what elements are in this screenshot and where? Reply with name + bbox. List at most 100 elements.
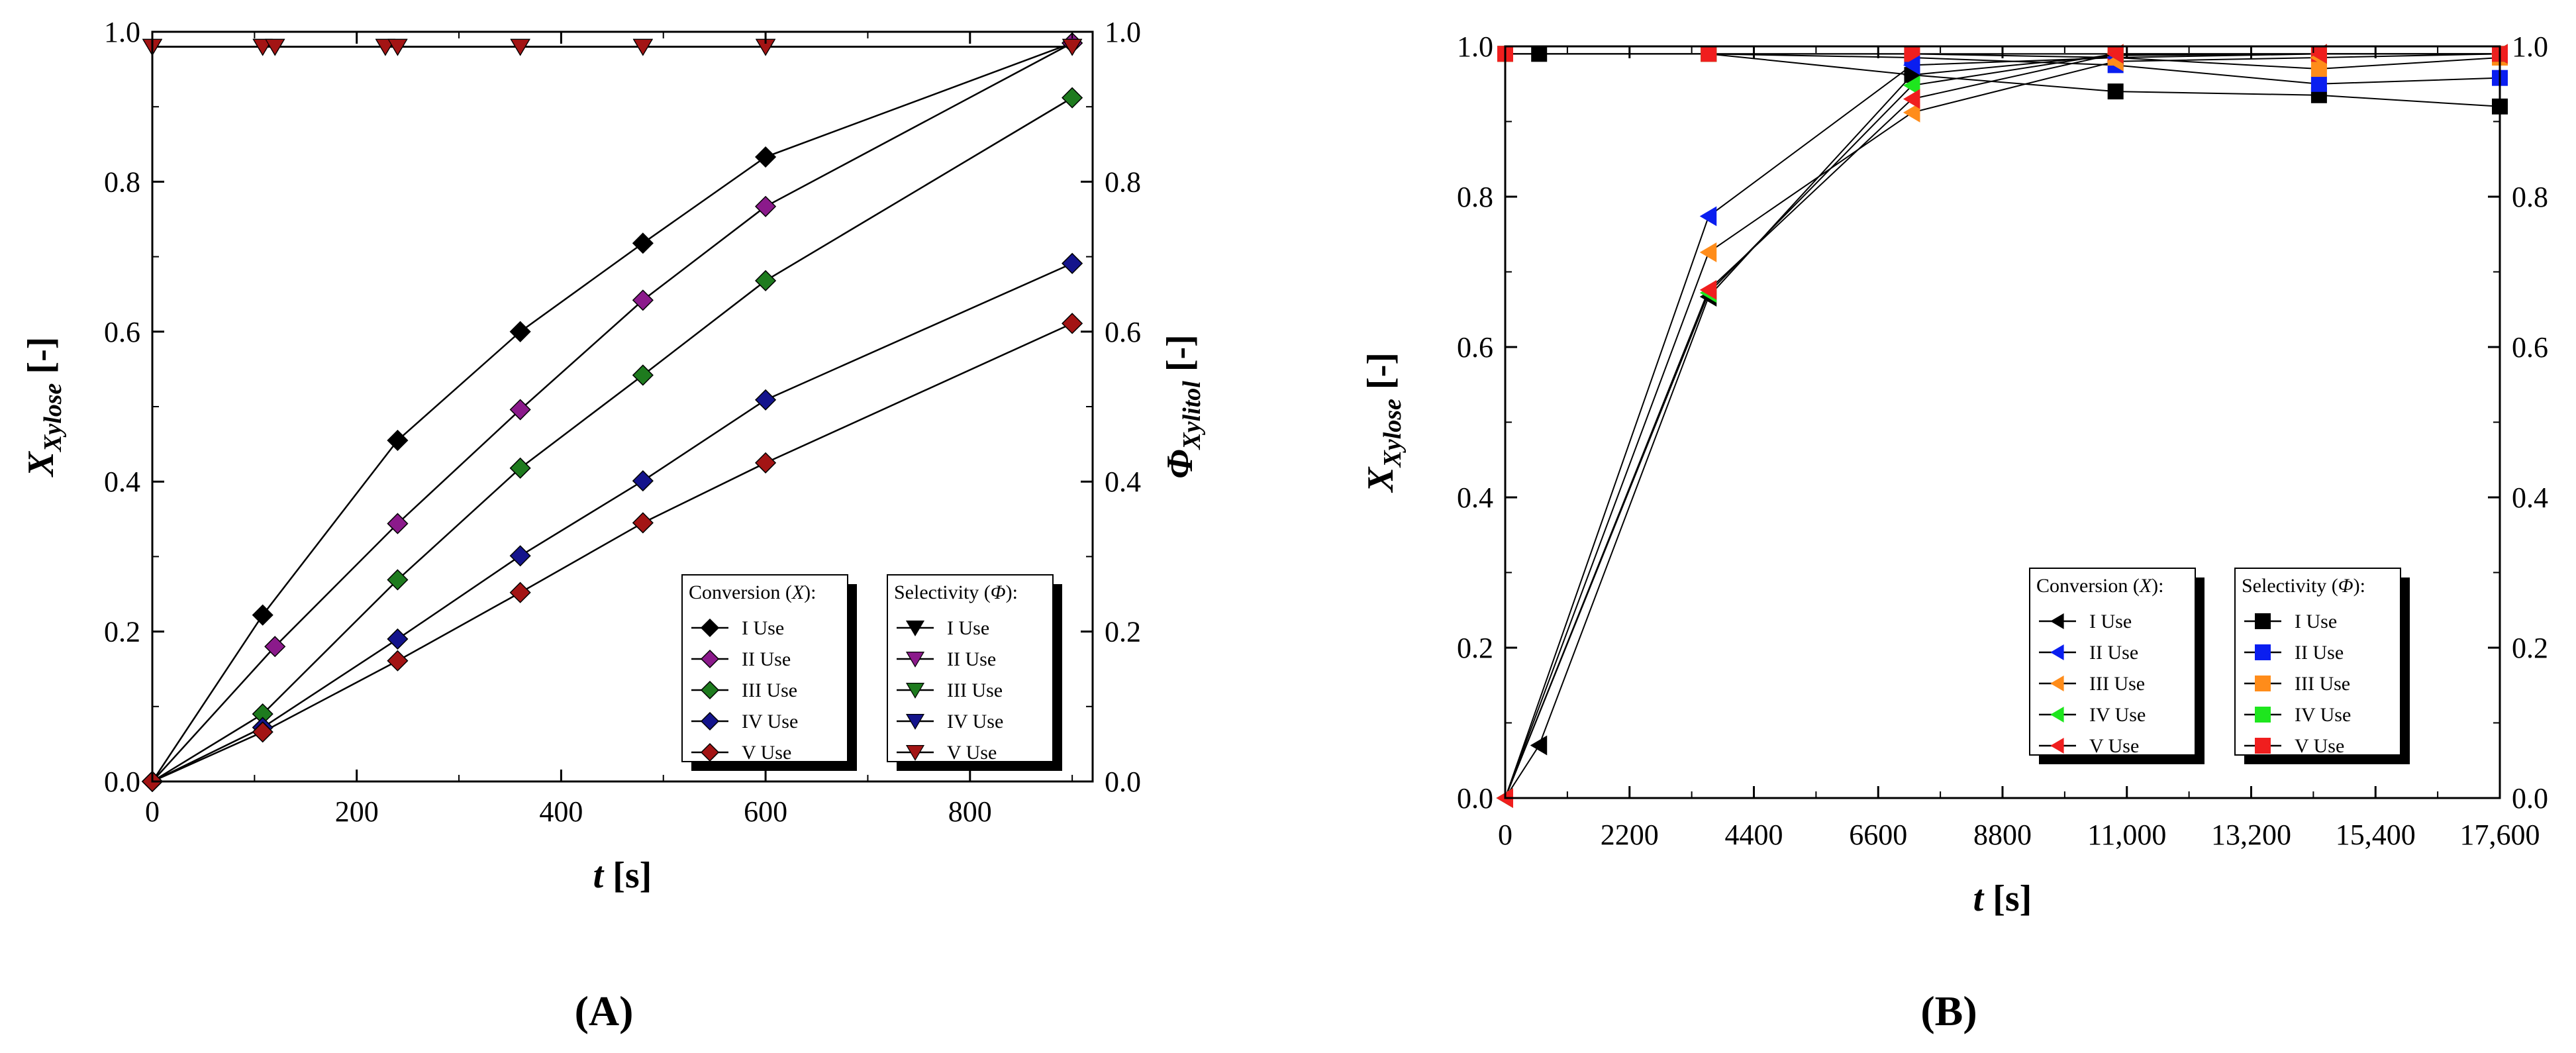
legend-marker (905, 713, 925, 730)
legend-label: IV Use (2089, 704, 2146, 726)
legend-label: IV Use (742, 711, 798, 732)
conversion-point (632, 364, 654, 386)
conversion-line (1505, 53, 2501, 799)
y-tick-label-right: 0.8 (2512, 181, 2548, 213)
selectivity-point (2107, 83, 2124, 100)
y-tick-label-right: 0.4 (1105, 466, 1141, 498)
legend-label: II Use (2295, 642, 2344, 664)
x-tick-label: 2200 (1601, 819, 1659, 851)
conversion-point (1062, 87, 1083, 109)
legend-marker (2050, 676, 2064, 691)
selectivity-point (632, 38, 653, 56)
conversion-point (509, 399, 531, 421)
legend-box (887, 574, 1054, 762)
conversion-point (252, 604, 273, 626)
conversion-point (755, 195, 777, 217)
conversion-point (264, 636, 286, 658)
legend-marker (2255, 644, 2271, 660)
conversion-point (509, 581, 531, 603)
conversion-point (1903, 55, 1920, 75)
conversion-line (1505, 53, 2500, 799)
selectivity-point (375, 38, 395, 56)
legend-label: I Use (2295, 611, 2337, 632)
legend-marker (2255, 613, 2271, 629)
y-tick-label: 0.2 (1457, 632, 1493, 664)
legend-label: IV Use (2295, 704, 2351, 726)
legend-label: I Use (2089, 611, 2132, 632)
legend-label: III Use (2089, 673, 2145, 695)
legend-box (2234, 568, 2401, 756)
x-tick-label: 0 (145, 795, 160, 828)
legend-marker (2050, 613, 2064, 629)
panel-label-a: (A) (575, 987, 634, 1034)
legend-marker (2255, 738, 2271, 754)
panel-label-b: (B) (1920, 987, 1977, 1034)
legend-marker (700, 711, 720, 731)
legend-title: Selectivity (Φ): (894, 581, 1018, 603)
y-tick-label-right: 0.0 (2512, 782, 2548, 815)
legend-label: II Use (742, 648, 791, 670)
conversion-point (632, 232, 654, 254)
chart-panel-a: 0 200 400 600 800 0.0 0.0 0.2 0.2 0.4 0.4 0.6 0.6 0.8… (21, 16, 1206, 1034)
legend-title: Conversion (X): (2036, 575, 2163, 597)
conversion-point (1903, 89, 1920, 109)
y-axis-title-left: XXylose [-] (21, 337, 67, 478)
conversion-point (1699, 206, 1717, 226)
x-tick-label: 6600 (1849, 819, 1907, 851)
legend-marker (2050, 644, 2064, 660)
conversion-point (509, 457, 531, 479)
legend-label: V Use (742, 742, 791, 764)
selectivity-point (2310, 75, 2327, 92)
legend-title: Conversion (X): (689, 581, 816, 603)
selectivity-point (265, 38, 285, 56)
conversion-point (632, 512, 654, 534)
legend-label: I Use (742, 617, 784, 639)
y-tick-label: 0.0 (1457, 782, 1493, 815)
selectivity-point (252, 38, 273, 56)
legend-label: III Use (947, 679, 1003, 701)
y-tick-label-right: 0.4 (2512, 481, 2548, 514)
selectivity-point (1701, 46, 1717, 62)
conversion-point (755, 146, 777, 168)
selectivity-point (387, 38, 408, 56)
legend-label: V Use (2295, 735, 2344, 757)
conversion-point (632, 289, 654, 311)
y-tick-label: 0.4 (1457, 481, 1493, 514)
x-axis-title: t [s] (593, 855, 652, 896)
selectivity-point (1531, 46, 1548, 62)
y-axis-title-left: XXylose [-] (1360, 352, 1407, 493)
conversion-point (755, 389, 777, 411)
x-tick-label: 600 (744, 795, 787, 828)
x-tick-label: 8800 (1973, 819, 2032, 851)
conversion-point (1903, 75, 1920, 96)
legend-label: III Use (2295, 673, 2350, 695)
legend-label: II Use (947, 648, 996, 670)
conversion-point (509, 321, 531, 342)
legend-marker (2050, 707, 2064, 723)
selectivity-point (510, 38, 530, 56)
conversion-point (755, 452, 777, 474)
y-tick-label-right: 0.2 (2512, 632, 2548, 664)
legend-title: Selectivity (Φ): (2242, 575, 2365, 597)
y-tick-label: 0.6 (104, 316, 140, 348)
legend-label: I Use (947, 617, 989, 639)
conversion-point (509, 545, 531, 567)
y-tick-label-right: 0.6 (2512, 331, 2548, 364)
legend-marker (905, 651, 925, 668)
x-tick-label: 17,600 (2460, 819, 2540, 851)
conversion-point (1903, 102, 1920, 123)
y-tick-label: 1.0 (1457, 30, 1493, 63)
conversion-point (1062, 313, 1083, 334)
legend-marker (905, 744, 925, 761)
y-tick-label: 0.6 (1457, 331, 1493, 364)
legend-box (2029, 568, 2196, 756)
y-tick-label-right: 0.0 (1105, 766, 1141, 798)
legend-label: V Use (947, 742, 997, 764)
y-tick-label: 0.8 (1457, 181, 1493, 213)
conversion-point (2106, 44, 2124, 64)
y-tick-label: 0.8 (104, 166, 140, 198)
legend-marker (2050, 738, 2064, 754)
legend-label: IV Use (947, 711, 1003, 732)
y-axis-title-right: ΦXylitol [-] (2570, 350, 2576, 495)
conversion-point (2310, 44, 2327, 64)
